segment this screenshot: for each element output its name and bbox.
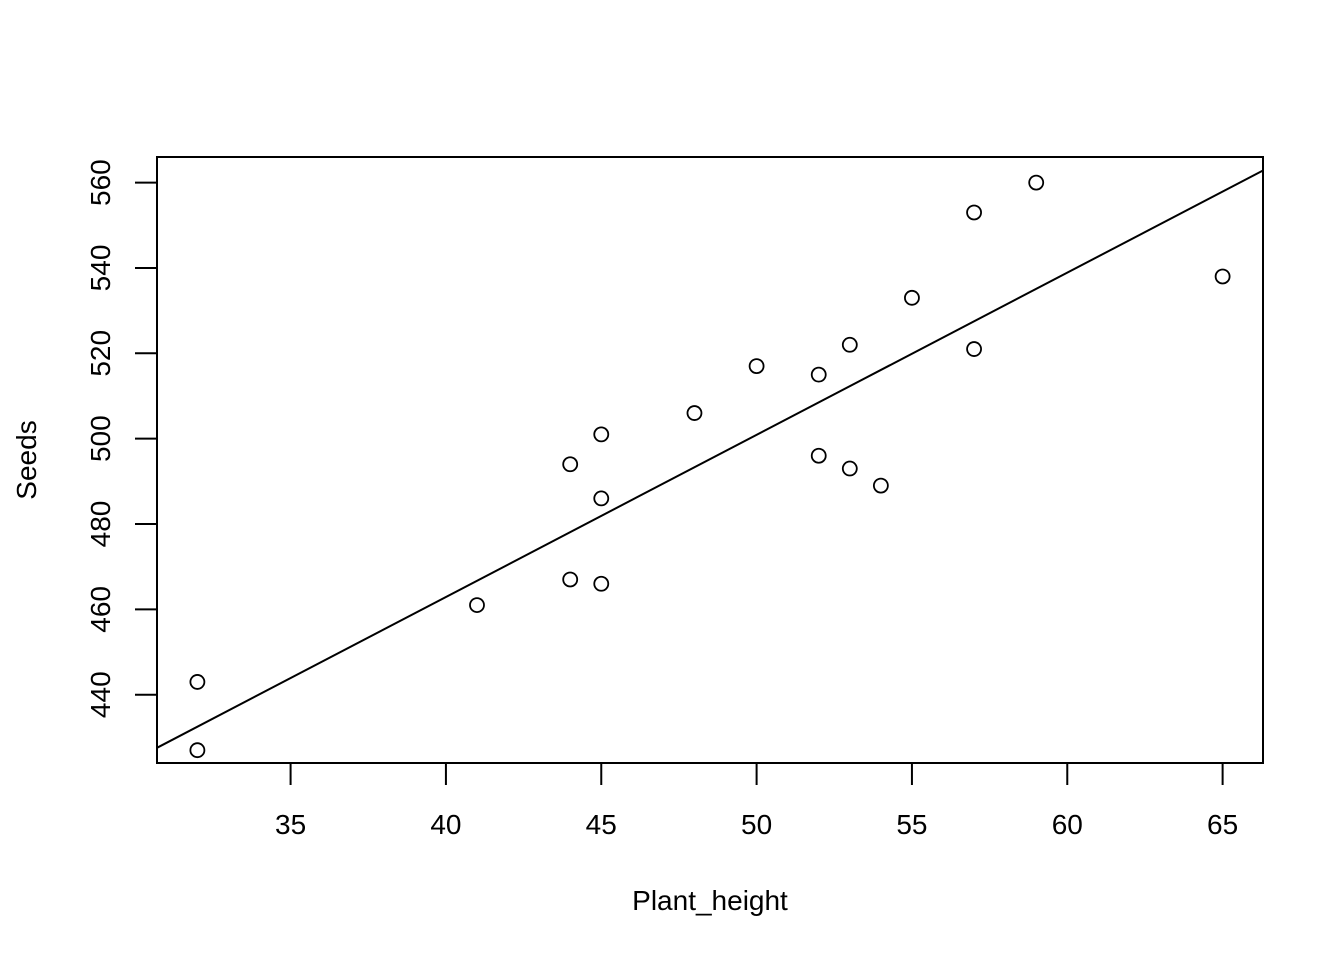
data-point bbox=[904, 289, 920, 306]
plot-frame bbox=[156, 156, 1264, 764]
x-tick-label: 65 bbox=[1207, 809, 1238, 840]
y-tick-label: 460 bbox=[85, 586, 116, 633]
data-point bbox=[810, 447, 827, 464]
data-point bbox=[748, 358, 765, 375]
data-point bbox=[189, 674, 206, 690]
data-point bbox=[593, 490, 610, 507]
y-tick-label: 440 bbox=[85, 671, 116, 718]
data-point bbox=[966, 341, 982, 357]
data-point bbox=[841, 336, 858, 353]
data-point bbox=[593, 426, 610, 443]
data-point bbox=[562, 456, 579, 473]
x-axis-title: Plant_height bbox=[632, 885, 788, 916]
data-point bbox=[810, 366, 827, 383]
data-point bbox=[593, 575, 610, 592]
regression-line bbox=[156, 169, 1264, 749]
x-tick-label: 55 bbox=[896, 809, 927, 840]
y-tick-label: 480 bbox=[85, 501, 116, 548]
x-tick-label: 40 bbox=[430, 809, 461, 840]
data-point bbox=[966, 204, 982, 221]
data-point bbox=[1214, 268, 1231, 285]
y-tick-label: 500 bbox=[85, 415, 116, 462]
data-point bbox=[469, 597, 485, 613]
x-tick-label: 45 bbox=[586, 809, 617, 840]
data-point bbox=[686, 405, 703, 421]
y-axis-title: Seeds bbox=[11, 420, 42, 499]
y-tick-label: 520 bbox=[85, 330, 116, 377]
data-point bbox=[189, 742, 206, 759]
data-point bbox=[841, 460, 858, 477]
x-tick-label: 35 bbox=[275, 809, 306, 840]
data-point bbox=[872, 477, 889, 494]
y-tick-label: 560 bbox=[85, 159, 116, 206]
y-tick-label: 540 bbox=[85, 245, 116, 292]
x-tick-label: 60 bbox=[1052, 809, 1083, 840]
x-tick-label: 50 bbox=[741, 809, 772, 840]
data-point bbox=[562, 571, 579, 588]
data-point bbox=[1028, 174, 1045, 191]
